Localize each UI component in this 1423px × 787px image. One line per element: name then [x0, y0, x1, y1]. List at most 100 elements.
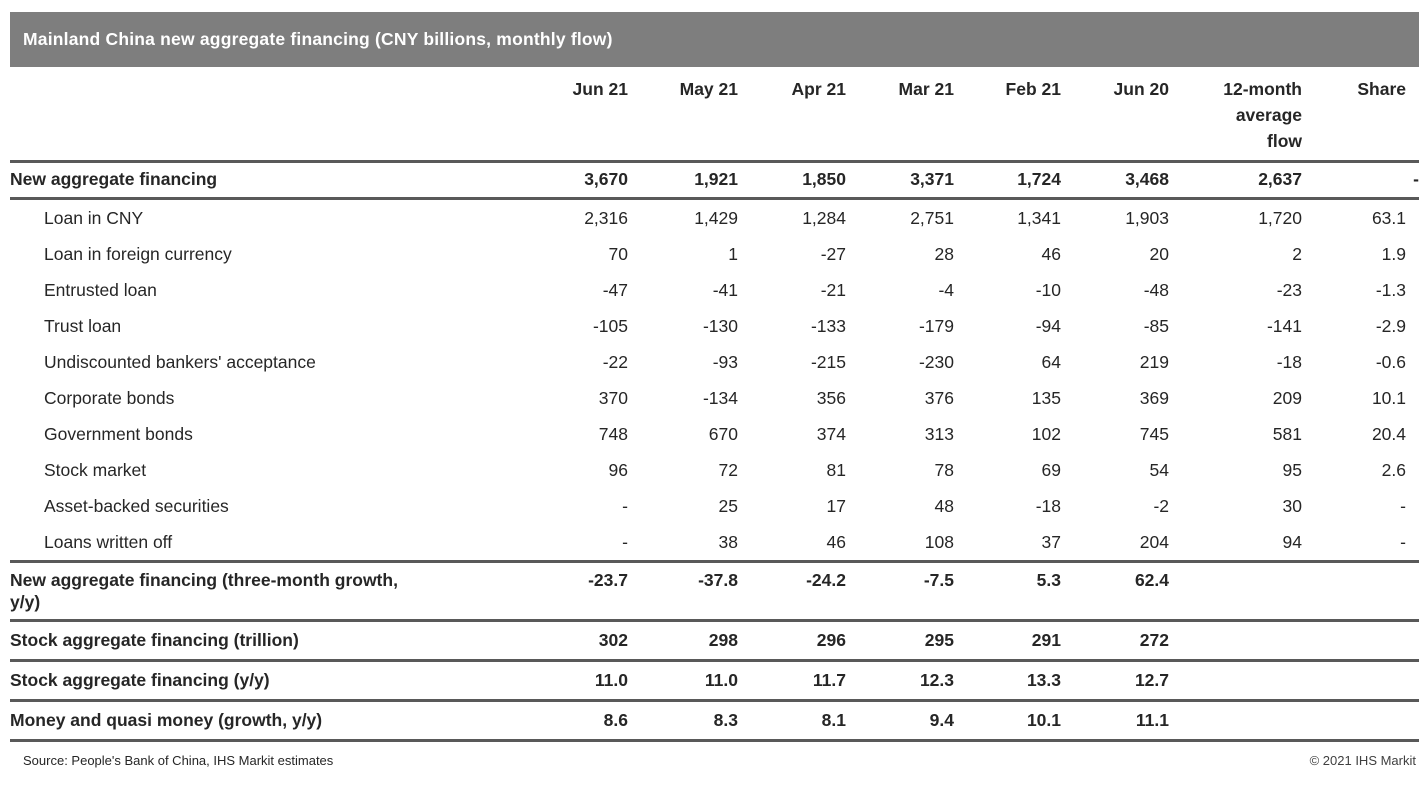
table-row-new-aggregate-financing-three-month-growth-y-y: New aggregate financing (three-month gro…	[10, 562, 1419, 621]
cell-trust-loan-may-21: -130	[702, 316, 738, 336]
cell-corporate-bonds-feb-21: 135	[1031, 388, 1061, 408]
cell-loan-in-cny-may-21: 1,429	[694, 208, 738, 228]
cell-loan-in-cny-jun-21: 2,316	[584, 208, 628, 228]
cell-asset-backed-securities-jun-20: -2	[1153, 496, 1169, 516]
column-header-12-month-average-flow: 12-month average flow	[1223, 79, 1302, 151]
column-header-may-21: May 21	[679, 79, 738, 99]
cell-government-bonds-may-21: 670	[708, 424, 738, 444]
row-label: Trust loan	[44, 316, 122, 336]
row-label: New aggregate financing (three-month gro…	[10, 570, 398, 612]
row-label: New aggregate financing	[10, 169, 218, 189]
cell-stock-aggregate-financing-trillion-share	[1302, 621, 1419, 661]
cell-loans-written-off-jun-21: -	[622, 532, 628, 552]
cell-trust-loan-share: -2.9	[1375, 316, 1406, 336]
cell-loan-in-foreign-currency-apr-21: -27	[820, 244, 846, 264]
cell-trust-loan-jun-20: -85	[1143, 316, 1169, 336]
cell-loans-written-off-apr-21: 46	[826, 532, 846, 552]
cell-corporate-bonds-jun-21: 370	[598, 388, 628, 408]
cell-corporate-bonds-mar-21: 376	[924, 388, 954, 408]
cell-stock-market-12-month-average-flow: 95	[1282, 460, 1302, 480]
cell-entrusted-loan-apr-21: -21	[820, 280, 846, 300]
cell-corporate-bonds-may-21: -134	[702, 388, 738, 408]
table-row-stock-market: Stock market 96 72 81 78 69 54 95 2.6	[10, 452, 1419, 488]
table-title-bar: Mainland China new aggregate financing (…	[10, 12, 1419, 67]
row-label: Money and quasi money (growth, y/y)	[10, 710, 323, 730]
row-label: Loan in foreign currency	[44, 244, 232, 264]
cell-money-and-quasi-money-growth-y-y-jun-20: 11.1	[1135, 710, 1169, 730]
cell-loan-in-foreign-currency-jun-21: 70	[608, 244, 628, 264]
cell-loans-written-off-jun-20: 204	[1139, 532, 1169, 552]
cell-entrusted-loan-share: -1.3	[1375, 280, 1406, 300]
cell-new-aggregate-financing-three-month-growth-y-y-12-month-average-flow	[1169, 562, 1302, 621]
row-label: Loan in CNY	[44, 208, 144, 228]
cell-money-and-quasi-money-growth-y-y-12-month-average-flow	[1169, 701, 1302, 741]
cell-asset-backed-securities-may-21: 25	[718, 496, 738, 516]
column-header-feb-21: Feb 21	[1005, 79, 1061, 99]
cell-new-aggregate-financing-12-month-average-flow: 2,637	[1258, 169, 1302, 189]
cell-new-aggregate-financing-jun-21: 3,670	[584, 169, 628, 189]
row-label: Stock aggregate financing (trillion)	[10, 630, 299, 650]
column-header-share: Share	[1357, 79, 1406, 99]
cell-stock-market-feb-21: 69	[1041, 460, 1061, 480]
cell-stock-aggregate-financing-y-y-feb-21: 13.3	[1026, 670, 1061, 690]
cell-corporate-bonds-jun-20: 369	[1139, 388, 1169, 408]
cell-asset-backed-securities-apr-21: 17	[826, 496, 846, 516]
table-row-money-and-quasi-money-growth-y-y: Money and quasi money (growth, y/y) 8.6 8.…	[10, 701, 1419, 741]
table-row-loan-in-cny: Loan in CNY 2,316 1,429 1,284 2,751 1,341 1,90…	[10, 199, 1419, 237]
row-label-header	[10, 67, 522, 162]
cell-loan-in-cny-mar-21: 2,751	[910, 208, 954, 228]
cell-new-aggregate-financing-share: -	[1413, 169, 1419, 189]
row-label: Corporate bonds	[44, 388, 175, 408]
cell-trust-loan-mar-21: -179	[918, 316, 954, 336]
cell-entrusted-loan-jun-20: -48	[1143, 280, 1169, 300]
cell-new-aggregate-financing-three-month-growth-y-y-jun-21: -23.7	[588, 570, 628, 590]
cell-entrusted-loan-may-21: -41	[712, 280, 738, 300]
cell-undiscounted-bankers-acceptance-feb-21: 64	[1041, 352, 1061, 372]
cell-undiscounted-bankers-acceptance-share: -0.6	[1375, 352, 1406, 372]
cell-new-aggregate-financing-three-month-growth-y-y-apr-21: -24.2	[806, 570, 846, 590]
cell-stock-aggregate-financing-y-y-12-month-average-flow	[1169, 661, 1302, 701]
cell-loan-in-foreign-currency-mar-21: 28	[934, 244, 954, 264]
cell-loans-written-off-may-21: 38	[718, 532, 738, 552]
cell-stock-aggregate-financing-y-y-mar-21: 12.3	[919, 670, 954, 690]
cell-asset-backed-securities-feb-21: -18	[1035, 496, 1061, 516]
table-row-asset-backed-securities: Asset-backed securities - 25 17 48 -18 -2 30 -	[10, 488, 1419, 524]
cell-stock-aggregate-financing-trillion-mar-21: 295	[924, 630, 954, 650]
row-label: Government bonds	[44, 424, 193, 444]
cell-government-bonds-share: 20.4	[1371, 424, 1406, 444]
cell-stock-market-may-21: 72	[718, 460, 738, 480]
cell-loans-written-off-12-month-average-flow: 94	[1282, 532, 1302, 552]
cell-new-aggregate-financing-jun-20: 3,468	[1125, 169, 1169, 189]
cell-stock-market-mar-21: 78	[934, 460, 954, 480]
financing-table: Jun 21 May 21 Apr 21 Mar 21 Feb 21 Jun 20 12-m…	[10, 67, 1419, 742]
cell-stock-aggregate-financing-y-y-share	[1302, 661, 1419, 701]
cell-money-and-quasi-money-growth-y-y-apr-21: 8.1	[821, 710, 846, 730]
cell-loan-in-foreign-currency-12-month-average-flow: 2	[1292, 244, 1302, 264]
cell-new-aggregate-financing-feb-21: 1,724	[1017, 169, 1061, 189]
cell-government-bonds-jun-21: 748	[598, 424, 628, 444]
source-note: Source: People's Bank of China, IHS Mark…	[23, 753, 334, 768]
cell-loan-in-cny-apr-21: 1,284	[802, 208, 846, 228]
cell-trust-loan-jun-21: -105	[592, 316, 628, 336]
cell-loan-in-foreign-currency-feb-21: 46	[1041, 244, 1061, 264]
cell-stock-market-apr-21: 81	[826, 460, 846, 480]
table-row-loans-written-off: Loans written off - 38 46 108 37 204 94 -	[10, 524, 1419, 562]
table-row-corporate-bonds: Corporate bonds 370 -134 356 376 135 369 209 10.…	[10, 380, 1419, 416]
cell-stock-aggregate-financing-trillion-apr-21: 296	[816, 630, 846, 650]
cell-asset-backed-securities-12-month-average-flow: 30	[1282, 496, 1302, 516]
cell-loans-written-off-feb-21: 37	[1041, 532, 1061, 552]
table-row-stock-aggregate-financing-y-y: Stock aggregate financing (y/y) 11.0 11.0 1…	[10, 661, 1419, 701]
cell-stock-aggregate-financing-trillion-12-month-average-flow	[1169, 621, 1302, 661]
table-row-government-bonds: Government bonds 748 670 374 313 102 745 581 20.…	[10, 416, 1419, 452]
cell-trust-loan-12-month-average-flow: -141	[1266, 316, 1302, 336]
column-header-jun-21: Jun 21	[572, 79, 628, 99]
row-label: Stock market	[44, 460, 147, 480]
cell-government-bonds-mar-21: 313	[924, 424, 954, 444]
row-label: Entrusted loan	[44, 280, 157, 300]
cell-undiscounted-bankers-acceptance-jun-20: 219	[1139, 352, 1169, 372]
cell-government-bonds-12-month-average-flow: 581	[1272, 424, 1302, 444]
row-label: Asset-backed securities	[44, 496, 229, 516]
column-header-jun-20: Jun 20	[1113, 79, 1169, 99]
cell-new-aggregate-financing-apr-21: 1,850	[802, 169, 846, 189]
cell-stock-aggregate-financing-y-y-jun-21: 11.0	[594, 670, 628, 690]
